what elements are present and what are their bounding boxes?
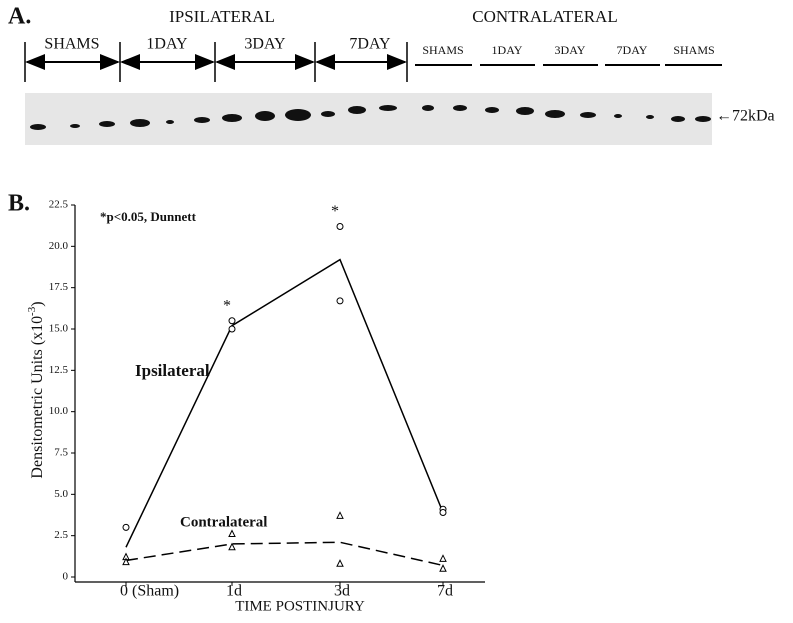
data-point	[229, 318, 235, 324]
y-tick-label: 5.0	[54, 488, 68, 500]
significance-star: *	[223, 297, 231, 314]
blot	[25, 93, 712, 145]
x-tick-label: 3d	[334, 583, 350, 600]
panel-label: A.	[8, 4, 31, 30]
x-tick-label: 0 (Sham)	[120, 583, 179, 600]
x-tick-label: 7d	[437, 583, 453, 600]
y-tick-label: 20.0	[49, 240, 69, 252]
mean-line	[126, 542, 443, 565]
panel-label: B.	[8, 191, 30, 217]
x-tick-label: 1d	[226, 583, 242, 600]
x-axis-label: TIME POSTINJURY	[235, 598, 365, 614]
data-point	[229, 531, 235, 537]
group-label: IPSILATERAL	[169, 7, 275, 26]
significance-star: *	[331, 203, 339, 220]
panel-a: A. IPSILATERAL CONTRALATERAL SHAMS 1DAY …	[8, 4, 775, 146]
size-marker: ←72kDa	[716, 108, 775, 125]
lane-label: 7DAY	[349, 36, 391, 53]
lane-label: 1DAY	[146, 36, 188, 53]
data-point	[440, 555, 446, 561]
lane-label: 3DAY	[555, 43, 586, 57]
lane-label: 1DAY	[492, 43, 523, 57]
data-point	[337, 223, 343, 229]
data-point	[337, 298, 343, 304]
data-point	[337, 560, 343, 566]
y-axis-label: Densitometric Units (x10-3)	[26, 301, 46, 478]
group-label: CONTRALATERAL	[472, 7, 617, 26]
annotation: *p<0.05, Dunnett	[100, 209, 197, 224]
y-tick-label: 10.0	[49, 405, 69, 417]
y-tick-label: 2.5	[54, 529, 68, 541]
series-label: Contralateral	[180, 514, 267, 530]
lane-label: 3DAY	[244, 36, 286, 53]
series-label: Ipsilateral	[135, 361, 210, 380]
panel-b: B. *p<0.05, Dunnett Densitometric Units …	[8, 191, 485, 615]
data-point	[337, 512, 343, 518]
y-tick-label: 0	[63, 571, 69, 583]
figure: A. IPSILATERAL CONTRALATERAL SHAMS 1DAY …	[0, 0, 793, 623]
data-point	[123, 524, 129, 530]
data-point	[440, 510, 446, 516]
y-tick-label: 12.5	[49, 364, 69, 376]
y-tick-label: 22.5	[49, 199, 69, 211]
lane-label: SHAMS	[673, 43, 714, 57]
y-tick-label: 7.5	[54, 447, 68, 459]
lane-label: SHAMS	[422, 43, 463, 57]
lane-label: SHAMS	[44, 36, 99, 53]
data-point	[440, 565, 446, 571]
lane-label: 7DAY	[617, 43, 648, 57]
y-label-text: Densitometric Units (x10	[29, 316, 46, 479]
y-tick-label: 15.0	[49, 323, 69, 335]
mean-line	[126, 260, 443, 548]
y-label-close: )	[29, 301, 46, 306]
y-tick-label: 17.5	[49, 281, 69, 293]
data-point	[229, 326, 235, 332]
